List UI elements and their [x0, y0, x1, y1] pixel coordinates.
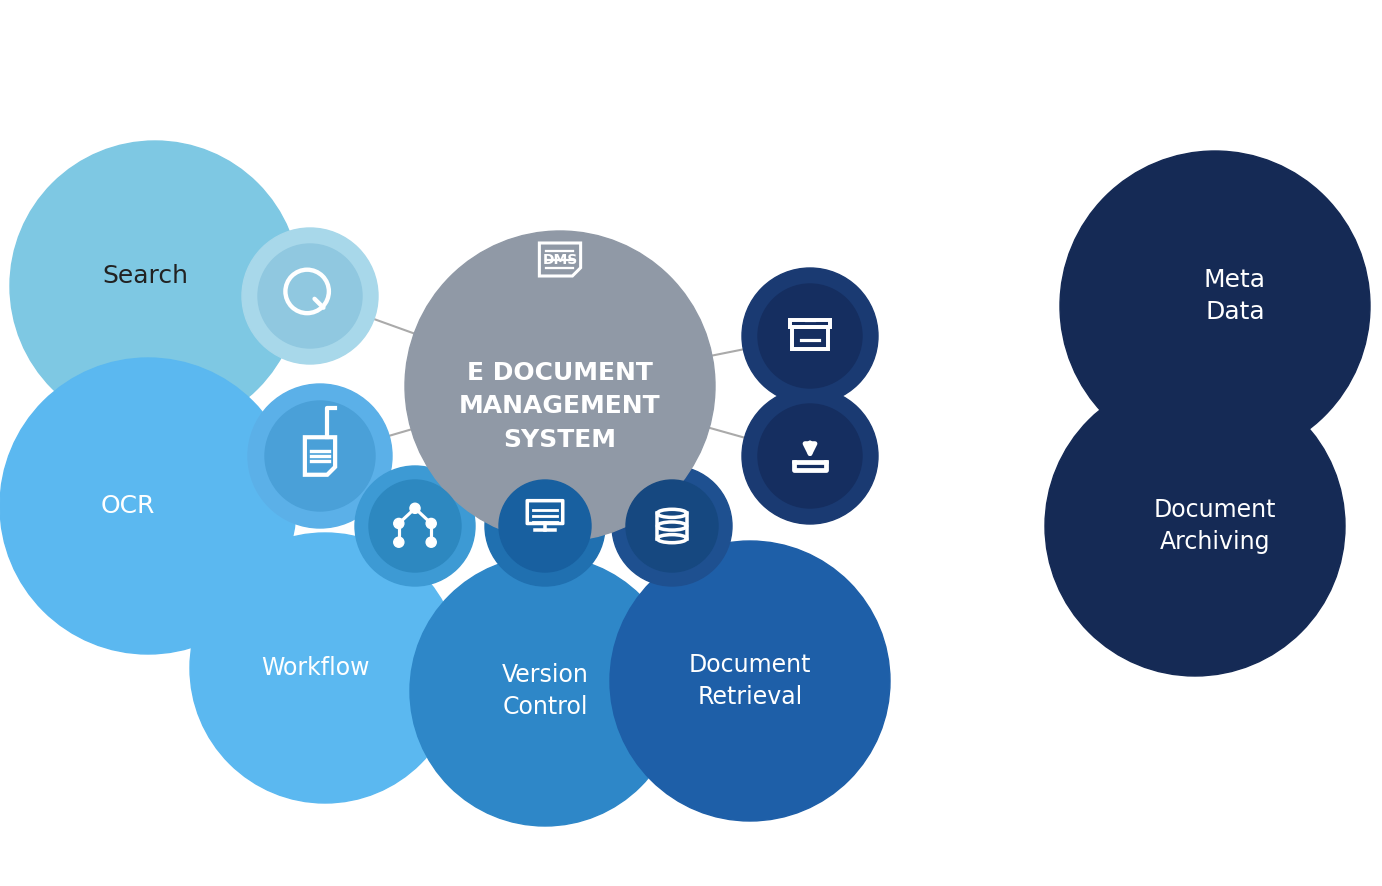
Circle shape: [612, 466, 732, 586]
Circle shape: [247, 384, 392, 528]
Circle shape: [799, 325, 821, 347]
Text: Version
Control: Version Control: [502, 664, 589, 719]
Text: Document
Retrieval: Document Retrieval: [688, 653, 811, 709]
Text: Search: Search: [102, 264, 188, 288]
Circle shape: [410, 556, 680, 826]
Circle shape: [310, 445, 332, 467]
Circle shape: [355, 466, 475, 586]
Circle shape: [609, 541, 890, 821]
Bar: [791, 321, 829, 327]
Circle shape: [0, 358, 296, 654]
Circle shape: [189, 533, 460, 803]
Circle shape: [626, 480, 719, 572]
Circle shape: [394, 537, 404, 548]
Circle shape: [661, 515, 683, 537]
Text: DMS: DMS: [542, 253, 578, 267]
Circle shape: [299, 285, 321, 307]
Circle shape: [10, 141, 300, 431]
Circle shape: [369, 480, 462, 572]
Bar: [792, 327, 828, 349]
Circle shape: [799, 445, 821, 467]
Text: Meta
Data: Meta Data: [1204, 268, 1266, 323]
Circle shape: [1060, 151, 1370, 461]
Circle shape: [533, 515, 556, 537]
Circle shape: [404, 515, 426, 537]
Circle shape: [394, 518, 404, 529]
Circle shape: [410, 503, 420, 513]
Circle shape: [405, 231, 714, 541]
Circle shape: [485, 466, 605, 586]
Text: OCR: OCR: [101, 494, 155, 518]
Circle shape: [1045, 376, 1345, 676]
Circle shape: [242, 228, 379, 364]
Circle shape: [265, 401, 375, 511]
Circle shape: [757, 404, 862, 508]
Circle shape: [742, 268, 878, 404]
Text: Document
Archiving: Document Archiving: [1154, 498, 1276, 554]
Text: E DOCUMENT
MANAGEMENT
SYSTEM: E DOCUMENT MANAGEMENT SYSTEM: [459, 361, 661, 452]
Circle shape: [499, 480, 591, 572]
Circle shape: [258, 244, 362, 348]
Circle shape: [742, 388, 878, 524]
Circle shape: [426, 518, 437, 529]
Text: Workflow: Workflow: [261, 656, 369, 680]
Circle shape: [426, 537, 437, 548]
Circle shape: [757, 284, 862, 388]
